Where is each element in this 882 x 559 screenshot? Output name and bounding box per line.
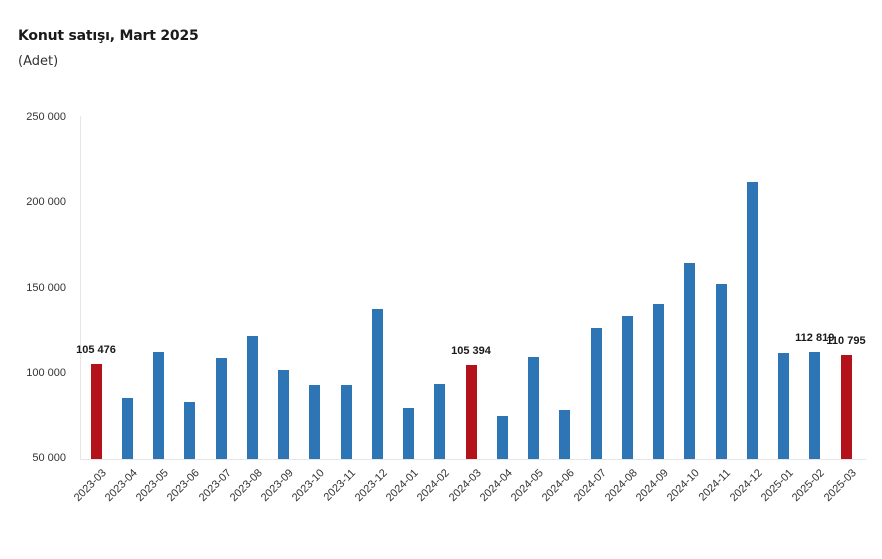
bar-2023-06 bbox=[184, 402, 196, 459]
x-tick-label: 2024-03 bbox=[446, 467, 484, 505]
x-tick-label: 2024-01 bbox=[383, 467, 421, 505]
bar-2025-02 bbox=[809, 351, 821, 459]
bar-2024-03 bbox=[465, 364, 477, 459]
data-label: 105 394 bbox=[451, 344, 491, 357]
x-axis-line bbox=[80, 459, 866, 460]
x-tick-label: 2025-02 bbox=[790, 467, 828, 505]
x-tick-label: 2024-06 bbox=[540, 467, 578, 505]
data-label: 112 819 bbox=[795, 331, 835, 344]
x-tick-label: 2023-03 bbox=[71, 467, 109, 505]
x-tick-label: 2024-04 bbox=[477, 467, 515, 505]
y-tick-label: 150 000 bbox=[26, 282, 66, 294]
bar-2023-10 bbox=[309, 385, 321, 459]
x-tick-label: 2023-11 bbox=[322, 467, 359, 504]
bar-2024-05 bbox=[528, 357, 539, 459]
x-tick-label: 2024-02 bbox=[415, 467, 453, 505]
x-tick-label: 2024-08 bbox=[602, 467, 640, 505]
x-tick-label: 2024-12 bbox=[727, 467, 765, 505]
bar-2024-08 bbox=[621, 316, 633, 459]
x-tick-label: 2024-11 bbox=[697, 467, 734, 504]
chart-title: Konut satışı, Mart 2025 bbox=[18, 28, 199, 44]
bar-2023-09 bbox=[278, 369, 289, 459]
x-tick-label: 2024-05 bbox=[508, 467, 546, 505]
chart-subtitle: (Adet) bbox=[18, 54, 59, 69]
bar-2024-01 bbox=[403, 408, 414, 459]
data-label: 110 795 bbox=[826, 335, 866, 348]
x-tick-label: 2023-08 bbox=[227, 467, 265, 505]
x-tick-label: 2023-04 bbox=[102, 467, 140, 505]
data-label: 105 476 bbox=[76, 344, 116, 357]
bar-2024-09 bbox=[653, 304, 664, 459]
x-tick-label: 2023-09 bbox=[258, 467, 296, 505]
x-tick-label: 2025-01 bbox=[758, 467, 796, 505]
bar-2025-03 bbox=[840, 355, 852, 459]
bar-2024-06 bbox=[559, 410, 571, 459]
bar-2023-05 bbox=[153, 352, 164, 459]
x-tick-label: 2023-05 bbox=[133, 467, 171, 505]
bar-2024-11 bbox=[715, 284, 727, 459]
bar-2024-07 bbox=[590, 328, 602, 459]
x-tick-label: 2024-10 bbox=[665, 467, 703, 505]
bar-2023-07 bbox=[215, 358, 227, 459]
bar-2024-02 bbox=[434, 383, 446, 459]
x-tick-label: 2023-07 bbox=[196, 467, 234, 505]
bar-2023-04 bbox=[121, 397, 133, 459]
bar-2024-04 bbox=[496, 416, 508, 459]
x-tick-label: 2024-07 bbox=[571, 467, 609, 505]
bar-2023-03 bbox=[90, 364, 102, 459]
x-tick-label: 2023-06 bbox=[165, 467, 203, 505]
bar-2024-10 bbox=[684, 263, 696, 459]
bar-2023-11 bbox=[340, 385, 352, 459]
y-tick-label: 50 000 bbox=[32, 452, 66, 464]
bar-2023-12 bbox=[371, 309, 383, 459]
x-tick-label: 2023-12 bbox=[352, 467, 390, 505]
y-axis-line bbox=[80, 116, 81, 460]
x-tick-label: 2024-09 bbox=[633, 467, 671, 505]
bar-2023-08 bbox=[246, 336, 258, 459]
y-tick-label: 200 000 bbox=[26, 196, 66, 208]
bar-2024-12 bbox=[746, 182, 758, 459]
y-tick-label: 250 000 bbox=[26, 111, 66, 123]
bar-2025-01 bbox=[778, 353, 789, 459]
y-tick-label: 100 000 bbox=[26, 367, 66, 379]
x-tick-label: 2025-03 bbox=[821, 467, 859, 505]
x-tick-label: 2023-10 bbox=[290, 467, 328, 505]
